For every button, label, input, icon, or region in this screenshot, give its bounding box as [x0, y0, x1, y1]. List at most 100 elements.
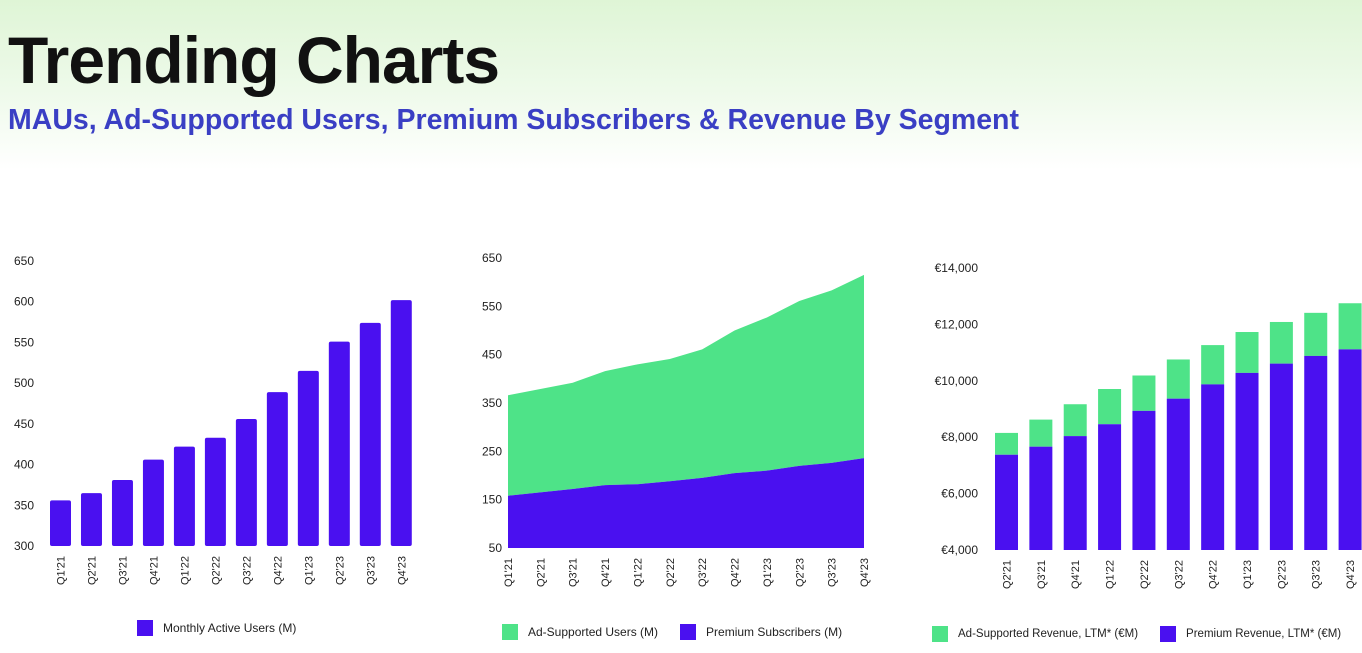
bar-ad-supported-revenue [1166, 359, 1190, 399]
x-tick-label: Q1'23 [303, 556, 315, 585]
bar-mau [266, 392, 288, 546]
y-tick-label: 450 [482, 348, 502, 362]
bar-mau [328, 341, 350, 546]
bar-ad-supported-revenue [1304, 312, 1328, 356]
x-tick-label: Q3'23 [365, 556, 377, 585]
bar-mau [390, 300, 412, 546]
page-subtitle: MAUs, Ad-Supported Users, Premium Subscr… [8, 104, 1019, 136]
legend-label-premium-subscribers: Premium Subscribers (M) [706, 625, 843, 639]
bar-premium-revenue [1201, 384, 1225, 550]
x-tick-label: Q4'21 [1070, 560, 1082, 589]
x-tick-label: Q2'21 [535, 558, 547, 587]
x-tick-label: Q1'21 [503, 558, 515, 587]
mau-legend: Monthly Active Users (M) [137, 620, 296, 636]
x-tick-label: Q2'21 [86, 556, 98, 585]
bar-mau [359, 322, 381, 546]
bar-premium-revenue [1269, 363, 1293, 550]
legend-label-mau: Monthly Active Users (M) [163, 621, 297, 635]
bar-ad-supported-revenue [1063, 404, 1087, 437]
bar-premium-revenue [1063, 436, 1087, 550]
revenue-legend: Ad-Supported Revenue, LTM* (€M) Premium … [932, 626, 1341, 642]
bar-premium-revenue [1098, 424, 1122, 550]
y-tick-label: 650 [482, 251, 502, 265]
bar-mau [142, 459, 164, 546]
legend-label-ad-supported-users: Ad-Supported Users (M) [528, 625, 659, 639]
legend-item-ad-supported-revenue: Ad-Supported Revenue, LTM* (€M) [932, 626, 1138, 642]
bar-ad-supported-revenue [1201, 345, 1225, 385]
x-tick-label: Q1'23 [1242, 560, 1254, 589]
page-title: Trending Charts [8, 23, 500, 97]
y-tick-label: 650 [14, 254, 34, 268]
x-tick-label: Q4'23 [1345, 560, 1357, 589]
bar-premium-revenue [1338, 349, 1362, 550]
x-tick-label: Q1'21 [56, 556, 68, 585]
bar-mau [80, 493, 102, 546]
legend-swatch-ad-supported-users [502, 624, 518, 640]
x-tick-label: Q2'22 [210, 556, 222, 585]
bar-ad-supported-revenue [995, 432, 1018, 455]
bar-ad-supported-revenue [1338, 303, 1362, 350]
bar-mau [50, 500, 71, 546]
y-tick-label: 450 [14, 417, 34, 431]
bar-mau [297, 370, 319, 546]
bar-ad-supported-revenue [1132, 375, 1156, 411]
x-tick-label: Q3'22 [241, 556, 253, 585]
bar-premium-revenue [1235, 372, 1259, 550]
bar-ad-supported-revenue [1029, 419, 1053, 447]
y-tick-label: 400 [14, 458, 34, 472]
y-tick-label: 50 [489, 541, 503, 555]
x-tick-label: Q4'22 [730, 558, 742, 587]
x-tick-label: Q4'21 [148, 556, 160, 585]
y-tick-label: €8,000 [941, 430, 978, 444]
x-tick-label: Q2'23 [334, 556, 346, 585]
x-tick-label: Q2'21 [1002, 560, 1014, 589]
bar-premium-revenue [995, 454, 1018, 550]
legend-item-mau: Monthly Active Users (M) [137, 620, 296, 636]
y-tick-label: 550 [482, 299, 502, 313]
legend-label-premium-revenue: Premium Revenue, LTM* (€M) [1186, 628, 1342, 640]
area-premium-subscribers [508, 458, 864, 548]
y-tick-label: €6,000 [941, 487, 978, 501]
legend-swatch-premium-subscribers [680, 624, 697, 640]
x-tick-label: Q4'22 [272, 556, 284, 585]
legend-item-ad-supported-users: Ad-Supported Users (M) [502, 624, 658, 640]
y-tick-label: €10,000 [935, 374, 979, 388]
legend-swatch-ad-supported-revenue [932, 626, 948, 642]
x-tick-label: Q1'23 [762, 558, 774, 587]
x-tick-label: Q2'23 [794, 558, 806, 587]
x-tick-label: Q2'22 [1139, 560, 1151, 589]
legend-swatch-premium-revenue [1160, 626, 1177, 642]
bar-premium-revenue [1029, 446, 1053, 550]
y-tick-label: 150 [482, 493, 502, 507]
x-tick-label: Q4'22 [1208, 560, 1220, 589]
x-tick-label: Q3'22 [1173, 560, 1185, 589]
legend-label-ad-supported-revenue: Ad-Supported Revenue, LTM* (€M) [958, 628, 1139, 640]
x-tick-label: Q4'21 [600, 558, 612, 587]
x-tick-label: Q3'23 [1311, 560, 1323, 589]
y-tick-label: 600 [14, 295, 34, 309]
y-tick-label: €14,000 [935, 261, 979, 275]
bar-ad-supported-revenue [1098, 389, 1122, 425]
y-tick-label: €4,000 [941, 543, 978, 557]
area-ad-supported-users [508, 274, 864, 496]
x-tick-label: Q3'21 [117, 556, 129, 585]
y-tick-label: 250 [482, 444, 502, 458]
x-tick-label: Q1'22 [632, 558, 644, 587]
bar-premium-revenue [1166, 398, 1190, 550]
bar-premium-revenue [1304, 355, 1328, 550]
bar-premium-revenue [1132, 410, 1156, 550]
bar-mau [204, 437, 226, 546]
legend-item-premium-subscribers: Premium Subscribers (M) [680, 624, 842, 640]
y-tick-label: 500 [14, 376, 34, 390]
x-tick-label: Q3'21 [568, 558, 580, 587]
x-tick-label: Q4'23 [859, 558, 871, 587]
y-tick-label: 350 [14, 498, 34, 512]
bar-ad-supported-revenue [1235, 332, 1259, 373]
y-tick-label: 550 [14, 335, 34, 349]
x-tick-label: Q3'21 [1036, 560, 1048, 589]
users-legend: Ad-Supported Users (M) Premium Subscribe… [502, 624, 842, 640]
bar-mau [173, 446, 195, 546]
